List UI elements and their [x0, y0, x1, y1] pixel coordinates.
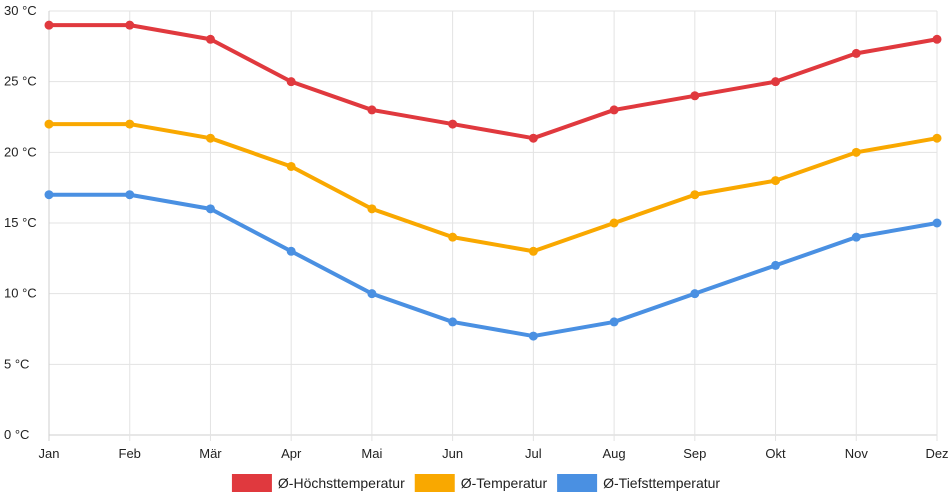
data-point [44, 20, 54, 30]
data-point [205, 34, 215, 44]
grid [48, 10, 938, 441]
series-1 [44, 119, 942, 256]
data-point [932, 133, 942, 143]
data-point [851, 147, 861, 157]
data-point [609, 218, 619, 228]
x-tick-label: Jul [525, 446, 542, 461]
legend-swatch [557, 474, 598, 492]
x-tick-label: Feb [119, 446, 141, 461]
y-tick-label: 0 °C [4, 427, 29, 442]
data-point [286, 161, 296, 171]
data-point [367, 204, 377, 214]
data-point [44, 190, 54, 200]
series [44, 20, 942, 341]
x-tick-label: Mai [361, 446, 382, 461]
series-line [47, 23, 939, 141]
series-0 [44, 20, 942, 143]
legend-item-2: Ø-Tiefsttemperatur [557, 474, 720, 492]
legend-swatch [231, 474, 272, 492]
data-point [771, 77, 781, 87]
y-tick-label: 30 °C [4, 3, 37, 18]
data-point [771, 176, 781, 186]
data-point [528, 246, 538, 256]
x-tick-label: Aug [603, 446, 626, 461]
x-tick-label: Jun [442, 446, 463, 461]
data-point [125, 119, 135, 129]
y-tick-label: 15 °C [4, 215, 37, 230]
data-point [851, 48, 861, 58]
data-point [44, 119, 54, 129]
data-point [205, 133, 215, 143]
legend: Ø-Höchsttemperatur Ø-Temperatur Ø-Tiefstte… [231, 474, 720, 492]
data-point [690, 289, 700, 299]
y-tick-label: 25 °C [4, 74, 37, 89]
x-tick-label: Sep [683, 446, 706, 461]
y-tick-label: 20 °C [4, 144, 37, 159]
data-point [690, 190, 700, 200]
data-point [609, 105, 619, 115]
x-tick-label: Dez [925, 446, 948, 461]
data-point [205, 204, 215, 214]
x-tick-label: Okt [765, 446, 786, 461]
data-point [286, 246, 296, 256]
series-2 [44, 190, 942, 341]
data-point [528, 133, 538, 143]
series-line [47, 192, 939, 339]
x-tick-label: Mär [199, 446, 222, 461]
x-tick-label: Nov [845, 446, 869, 461]
legend-label: Ø-Höchsttemperatur [278, 475, 405, 491]
data-point [286, 77, 296, 87]
data-point [448, 232, 458, 242]
data-point [448, 119, 458, 129]
legend-item-1: Ø-Temperatur [414, 474, 548, 492]
x-tick-label: Jan [39, 446, 60, 461]
legend-label: Ø-Temperatur [461, 475, 548, 491]
legend-label: Ø-Tiefsttemperatur [603, 475, 720, 491]
data-point [932, 218, 942, 228]
x-tick-label: Apr [281, 446, 302, 461]
data-point [125, 190, 135, 200]
series-line [47, 122, 939, 254]
data-point [771, 260, 781, 270]
data-point [609, 317, 619, 327]
data-point [528, 331, 538, 341]
data-point [851, 232, 861, 242]
data-point [448, 317, 458, 327]
legend-swatch [414, 474, 455, 492]
legend-item-0: Ø-Höchsttemperatur [231, 474, 405, 492]
y-tick-label: 10 °C [4, 286, 37, 301]
data-point [932, 34, 942, 44]
data-point [367, 105, 377, 115]
data-point [125, 20, 135, 30]
axes: 0 °C 5 °C 10 °C 15 °C 20 °C 25 °C 30 °C Jan Feb M… [4, 3, 949, 461]
data-point [690, 91, 700, 101]
data-point [367, 289, 377, 299]
y-tick-label: 5 °C [4, 356, 29, 371]
